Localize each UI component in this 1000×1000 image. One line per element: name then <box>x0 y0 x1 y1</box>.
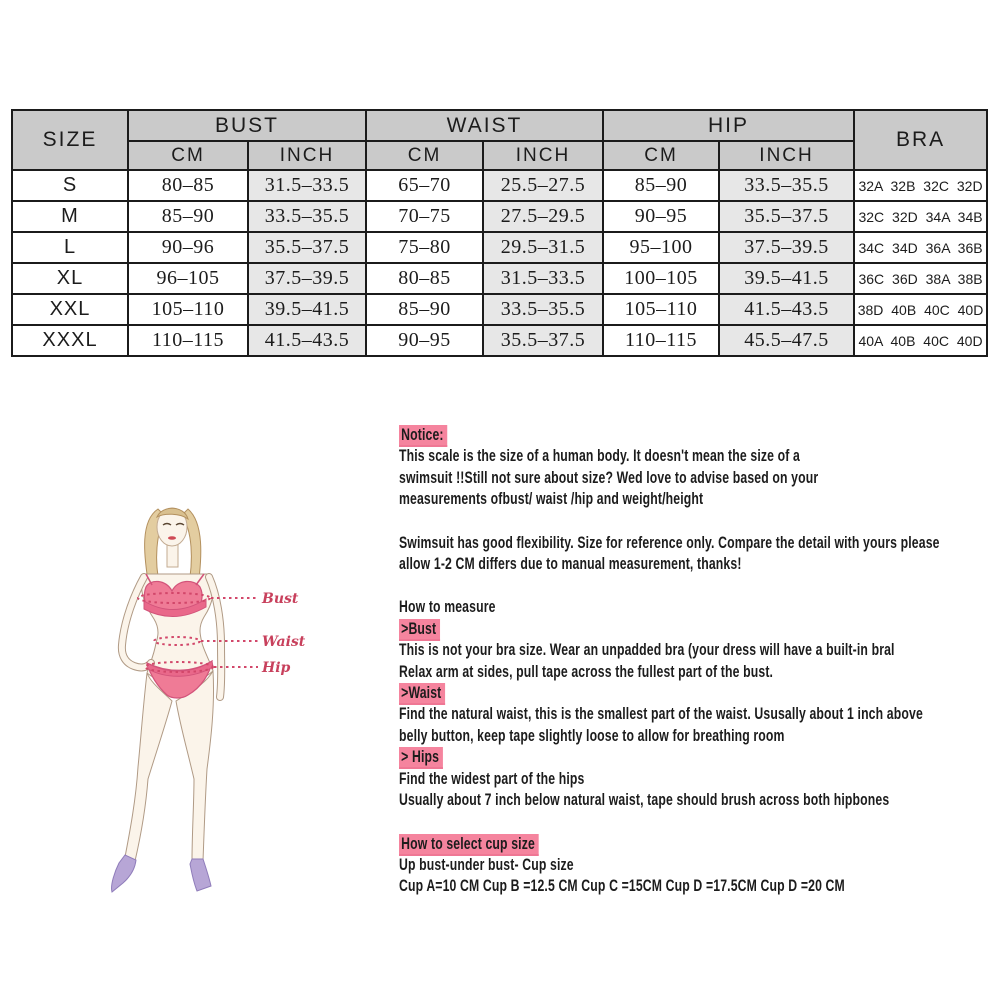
table-row: L 90–96 35.5–37.5 75–80 29.5–31.5 95–100… <box>11 231 989 264</box>
cell-bust-inch: 31.5–33.5 <box>246 169 368 202</box>
hips-instruction-line: Usually about 7 inch below natural waist… <box>399 790 890 810</box>
cell-waist-cm: 80–85 <box>365 262 485 295</box>
table-row: M 85–90 33.5–35.5 70–75 27.5–29.5 90–95 … <box>11 200 989 233</box>
waist-section-heading: >Waist <box>399 682 997 706</box>
cell-waist-inch: 31.5–33.5 <box>482 262 605 295</box>
waist-label: Waist <box>262 634 306 650</box>
header-bust-cm: CM <box>127 140 249 171</box>
cell-hip-cm: 100–105 <box>602 262 721 295</box>
notice-heading: Notice: <box>399 424 997 447</box>
cell-hip-inch: 45.5–47.5 <box>718 324 856 357</box>
cell-bra: 36C 36D 38A 38B <box>853 262 989 295</box>
cell-hip-inch: 39.5–41.5 <box>718 262 856 295</box>
cell-bra: 32A 32B 32C 32D <box>853 169 989 202</box>
cell-waist-cm: 75–80 <box>365 231 485 264</box>
cell-size: XXL <box>11 293 129 326</box>
cell-waist-inch: 25.5–27.5 <box>482 169 605 202</box>
cell-hip-inch: 41.5–43.5 <box>718 293 856 326</box>
header-size: SIZE <box>11 109 129 171</box>
cell-bust-inch: 37.5–39.5 <box>246 262 368 295</box>
cell-size: L <box>11 231 129 264</box>
table-header-row-units: CM INCH CM INCH CM INCH <box>12 140 987 171</box>
bust-label: Bust <box>261 591 299 607</box>
cell-hip-inch: 35.5–37.5 <box>718 200 856 233</box>
cell-bra: 40A 40B 40C 40D <box>853 324 989 357</box>
notice-line: measurements ofbust/ waist /hip and weig… <box>399 489 704 509</box>
cell-hip-cm: 105–110 <box>602 293 721 326</box>
how-to-measure-heading: How to measure <box>399 597 496 617</box>
cell-bust-cm: 85–90 <box>127 200 249 233</box>
cup-size-line: Up bust-under bust- Cup size <box>399 854 574 874</box>
notice-line: This scale is the size of a human body. … <box>399 446 800 466</box>
cup-size-line: Cup A=10 CM Cup B =12.5 CM Cup C =15CM C… <box>399 876 845 896</box>
cell-bust-inch: 33.5–35.5 <box>246 200 368 233</box>
table-row: XXL 105–110 39.5–41.5 85–90 33.5–35.5 10… <box>11 293 989 326</box>
size-chart-table: SIZE BUST WAIST HIP BRA CM INCH CM INCH … <box>11 109 989 357</box>
table-row: S 80–85 31.5–33.5 65–70 25.5–27.5 85–90 … <box>11 169 989 202</box>
hips-instruction-line: Find the widest part of the hips <box>399 768 585 788</box>
cell-waist-cm: 85–90 <box>365 293 485 326</box>
cell-bust-inch: 39.5–41.5 <box>246 293 368 326</box>
cell-bra: 34C 34D 36A 36B <box>853 231 989 264</box>
bust-section-heading: >Bust <box>399 618 997 641</box>
bust-instruction-line: This is not your bra size. Wear an unpad… <box>399 640 895 660</box>
cell-waist-inch: 27.5–29.5 <box>482 200 605 233</box>
cell-hip-cm: 110–115 <box>602 324 721 357</box>
header-waist-cm: CM <box>365 140 485 171</box>
cell-hip-inch: 33.5–35.5 <box>718 169 856 202</box>
cell-size: XL <box>11 262 129 295</box>
waist-instruction-line: belly button, keep tape slightly loose t… <box>399 725 785 745</box>
hips-section-heading: > Hips <box>399 746 997 770</box>
header-hip-cm: CM <box>602 140 721 171</box>
sizing-notes: Notice: This scale is the size of a huma… <box>399 424 997 897</box>
figure-illustration: Bust Waist Hip <box>110 495 310 935</box>
cell-bra: 32C 32D 34A 34B <box>853 200 989 233</box>
cell-bust-inch: 35.5–37.5 <box>246 231 368 264</box>
cell-hip-inch: 37.5–39.5 <box>718 231 856 264</box>
bust-instruction-line: Relax arm at sides, pull tape across the… <box>399 661 774 681</box>
cell-waist-cm: 90–95 <box>365 324 485 357</box>
cell-hip-cm: 95–100 <box>602 231 721 264</box>
hip-label: Hip <box>261 660 291 676</box>
header-bra: BRA <box>853 109 989 171</box>
cell-bust-cm: 105–110 <box>127 293 249 326</box>
notice-line: swimsuit !!Still not sure about size? We… <box>399 467 819 487</box>
cup-size-heading: How to select cup size <box>399 833 997 856</box>
header-bust-inch: INCH <box>246 140 368 171</box>
cell-bra: 38D 40B 40C 40D <box>853 293 989 326</box>
cell-waist-inch: 33.5–35.5 <box>482 293 605 326</box>
cell-waist-inch: 29.5–31.5 <box>482 231 605 264</box>
cell-bust-inch: 41.5–43.5 <box>246 324 368 357</box>
cell-size: XXXL <box>11 324 129 357</box>
cell-size: S <box>11 169 129 202</box>
cell-hip-cm: 85–90 <box>602 169 721 202</box>
measurement-figure-sketch: Bust Waist Hip <box>111 507 306 893</box>
cell-bust-cm: 96–105 <box>127 262 249 295</box>
header-hip-inch: INCH <box>718 140 856 171</box>
cell-hip-cm: 90–95 <box>602 200 721 233</box>
cell-waist-cm: 70–75 <box>365 200 485 233</box>
header-waist: WAIST <box>365 109 605 142</box>
cell-bust-cm: 80–85 <box>127 169 249 202</box>
table-header-row-groups: SIZE BUST WAIST HIP BRA <box>11 109 989 171</box>
table-row: XXXL 110–115 41.5–43.5 90–95 35.5–37.5 1… <box>11 324 989 357</box>
flexibility-line: allow 1-2 CM differs due to manual measu… <box>399 554 742 574</box>
waist-instruction-line: Find the natural waist, this is the smal… <box>399 704 923 724</box>
header-bust: BUST <box>126 109 368 142</box>
table-row: XL 96–105 37.5–39.5 80–85 31.5–33.5 100–… <box>11 262 989 295</box>
cell-size: M <box>11 200 129 233</box>
flexibility-line: Swimsuit has good flexibility. Size for … <box>399 532 940 552</box>
cell-waist-inch: 35.5–37.5 <box>482 324 605 357</box>
header-waist-inch: INCH <box>482 140 605 171</box>
cell-bust-cm: 90–96 <box>127 231 249 264</box>
header-hip: HIP <box>602 109 856 142</box>
cell-bust-cm: 110–115 <box>127 324 249 357</box>
cell-waist-cm: 65–70 <box>365 169 485 202</box>
